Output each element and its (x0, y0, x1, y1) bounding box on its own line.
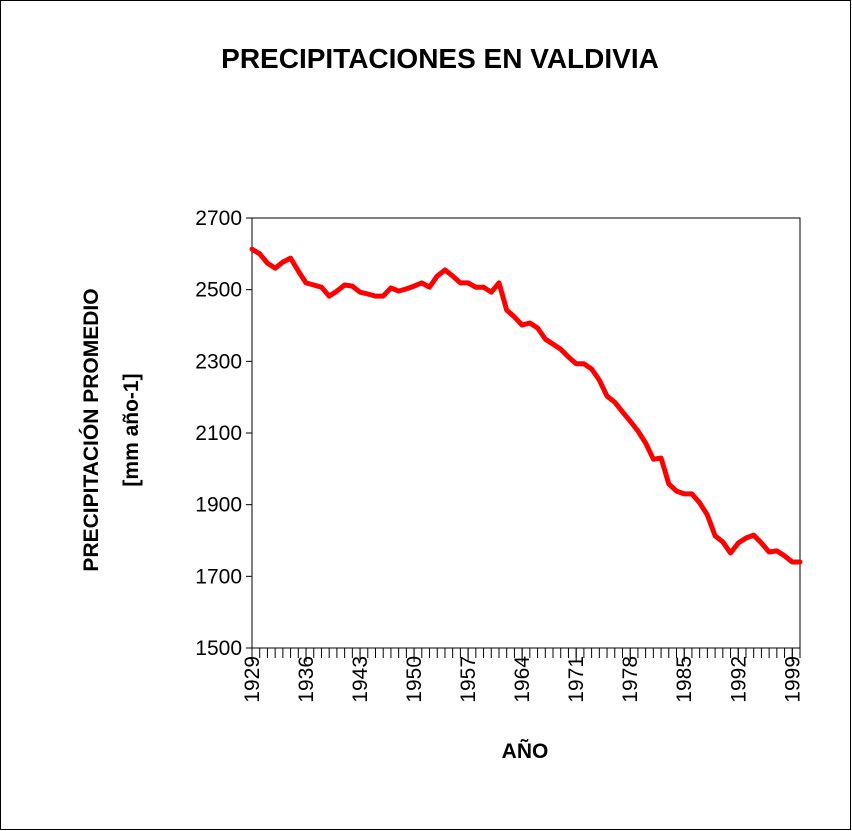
data-line (249, 246, 803, 565)
y-axis-label: PRECIPITACIÓN PROMEDIO (79, 288, 103, 571)
x-tick-label: 1950 (403, 656, 426, 703)
x-tick-label: 1999 (781, 656, 804, 703)
y-tick-label: 2300 (195, 350, 242, 373)
x-tick-label: 1964 (511, 656, 534, 703)
y-tick-label: 2700 (195, 207, 242, 230)
y-tick-label: 1900 (195, 494, 242, 517)
x-tick-label: 1985 (673, 656, 696, 703)
x-tick-label: 1971 (565, 656, 588, 703)
x-tick-label: 1936 (295, 656, 318, 703)
chart-title: PRECIPITACIONES EN VALDIVIA (221, 43, 659, 74)
y-tick-label: 1500 (195, 637, 242, 660)
x-tick-label: 1978 (619, 656, 642, 703)
x-tick-label: 1929 (241, 656, 264, 703)
y-tick-label: 2500 (195, 279, 242, 302)
y-tick-label: 2100 (195, 422, 242, 445)
x-axis-label: AÑO (502, 740, 549, 763)
y-tick-label: 1700 (195, 565, 242, 588)
x-tick-label: 1992 (727, 656, 750, 703)
y-axis-label: [mm año-1] (120, 373, 143, 486)
x-tick-label: 1943 (349, 656, 372, 703)
x-tick-label: 1957 (457, 656, 480, 703)
